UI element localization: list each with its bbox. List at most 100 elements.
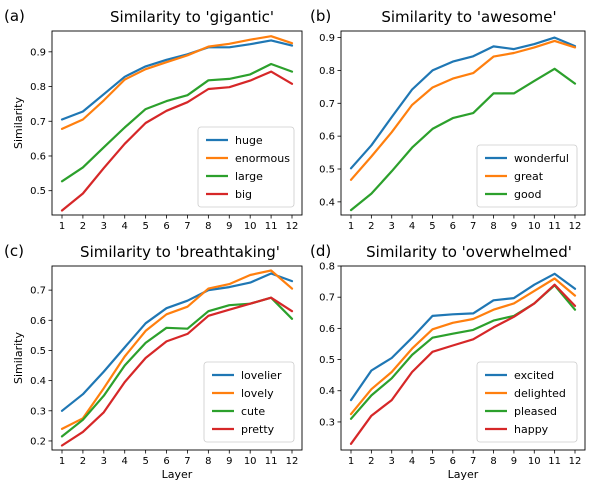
x-tick-label: 2 <box>368 456 374 467</box>
legend-label: pretty <box>241 423 275 436</box>
legend-label: lovely <box>241 387 274 400</box>
legend-label: big <box>235 188 252 201</box>
plot-frame <box>51 265 303 451</box>
y-tick-label: 0.5 <box>319 355 335 366</box>
legend: huge enormous large big <box>197 126 295 208</box>
y-tick-label: 0.5 <box>319 165 335 176</box>
panel-2: (c) Similarity to 'breathtaking'1 2 3 4 5 6 7 8 9… <box>4 242 303 481</box>
y-tick-label: 0.9 <box>319 33 335 44</box>
y-tick-label: 0.7 <box>319 99 335 110</box>
legend: wonderful great good <box>476 144 578 208</box>
panel-0: (a) Similarity to 'gigantic'1 2 3 4 5 6 7 8 9 10 11… <box>4 7 303 232</box>
y-axis-label: Similarity <box>12 332 25 384</box>
x-tick-label: 6 <box>163 221 169 232</box>
panel-title: Similarity to 'breathtaking' <box>80 243 280 261</box>
y-tick-label: 0.3 <box>30 406 46 417</box>
x-tick-label: 11 <box>265 456 278 467</box>
x-tick-label: 5 <box>429 456 435 467</box>
y-tick-label: 0.6 <box>319 132 335 143</box>
x-tick-label: 6 <box>450 221 456 232</box>
panel-letter: (c) <box>4 242 24 260</box>
x-tick-label: 10 <box>244 456 257 467</box>
series-line-big <box>60 70 294 212</box>
x-tick-label: 8 <box>490 456 496 467</box>
legend-label: good <box>514 188 541 201</box>
x-tick-label: 7 <box>184 221 190 232</box>
legend-box <box>203 361 295 443</box>
y-tick-label: 0.6 <box>30 316 46 327</box>
panel-letter: (b) <box>310 7 331 25</box>
plot-frame <box>340 265 586 451</box>
x-tick-label: 9 <box>226 221 232 232</box>
x-tick-label: 7 <box>470 456 476 467</box>
x-tick-label: 8 <box>205 456 211 467</box>
x-tick-label: 12 <box>286 456 299 467</box>
plot-frame <box>51 30 303 216</box>
x-tick-label: 4 <box>122 221 128 232</box>
x-tick-label: 7 <box>184 456 190 467</box>
legend-label: great <box>514 170 544 183</box>
x-tick-label: 9 <box>511 221 517 232</box>
series-line-large <box>60 62 294 183</box>
series-line-great <box>349 39 577 181</box>
legend-box <box>197 126 295 208</box>
legend-label: large <box>235 170 263 183</box>
legend-box <box>476 361 578 443</box>
legend-label: enormous <box>235 152 290 165</box>
legend-label: pleased <box>514 405 557 418</box>
panel-title: Similarity to 'overwhelmed' <box>366 243 572 261</box>
y-tick-label: 0.9 <box>30 47 46 58</box>
x-tick-label: 3 <box>101 221 107 232</box>
x-axis-label: Layer <box>162 468 193 481</box>
legend-label: wonderful <box>514 152 569 165</box>
series-line-delighted <box>349 277 577 416</box>
x-tick-label: 11 <box>548 456 561 467</box>
x-tick-label: 3 <box>389 221 395 232</box>
legend-label: happy <box>514 423 549 436</box>
y-tick-label: 0.5 <box>30 346 46 357</box>
x-tick-label: 8 <box>205 221 211 232</box>
y-tick-label: 0.3 <box>319 417 335 428</box>
x-tick-label: 8 <box>490 221 496 232</box>
plot-frame <box>340 30 586 216</box>
y-tick-label: 0.4 <box>30 376 46 387</box>
panel-title: Similarity to 'awesome' <box>381 8 556 26</box>
x-tick-label: 5 <box>142 456 148 467</box>
x-tick-label: 4 <box>122 456 128 467</box>
panel-title: Similarity to 'gigantic' <box>110 8 274 26</box>
x-tick-label: 1 <box>59 456 65 467</box>
x-tick-label: 10 <box>528 456 541 467</box>
x-tick-label: 6 <box>163 456 169 467</box>
legend: lovelier lovely cute pretty <box>203 361 295 443</box>
x-tick-label: 2 <box>368 221 374 232</box>
legend-label: cute <box>241 405 265 418</box>
x-tick-label: 10 <box>244 221 257 232</box>
x-tick-label: 6 <box>450 456 456 467</box>
y-tick-label: 0.8 <box>30 82 46 93</box>
series-line-wonderful <box>349 36 577 170</box>
series-line-excited <box>349 272 577 402</box>
series-line-pretty <box>60 296 294 447</box>
x-tick-label: 10 <box>528 221 541 232</box>
x-tick-label: 1 <box>348 456 354 467</box>
series-line-enormous <box>60 35 294 130</box>
x-tick-label: 1 <box>348 221 354 232</box>
y-tick-label: 0.5 <box>30 186 46 197</box>
series-line-lovelier <box>60 272 294 412</box>
y-tick-label: 0.7 <box>30 286 46 297</box>
y-tick-label: 0.8 <box>319 66 335 77</box>
x-tick-label: 12 <box>569 221 582 232</box>
y-axis-label: Similarity <box>12 97 25 149</box>
x-tick-label: 2 <box>80 221 86 232</box>
x-tick-label: 7 <box>470 221 476 232</box>
x-tick-label: 5 <box>429 221 435 232</box>
legend-label: delighted <box>514 387 566 400</box>
legend-label: huge <box>235 134 263 147</box>
y-tick-label: 0.4 <box>319 197 335 208</box>
series-line-lovely <box>60 269 294 430</box>
y-tick-label: 0.7 <box>319 293 335 304</box>
y-tick-label: 0.6 <box>319 324 335 335</box>
x-tick-label: 12 <box>569 456 582 467</box>
x-tick-label: 4 <box>409 221 415 232</box>
